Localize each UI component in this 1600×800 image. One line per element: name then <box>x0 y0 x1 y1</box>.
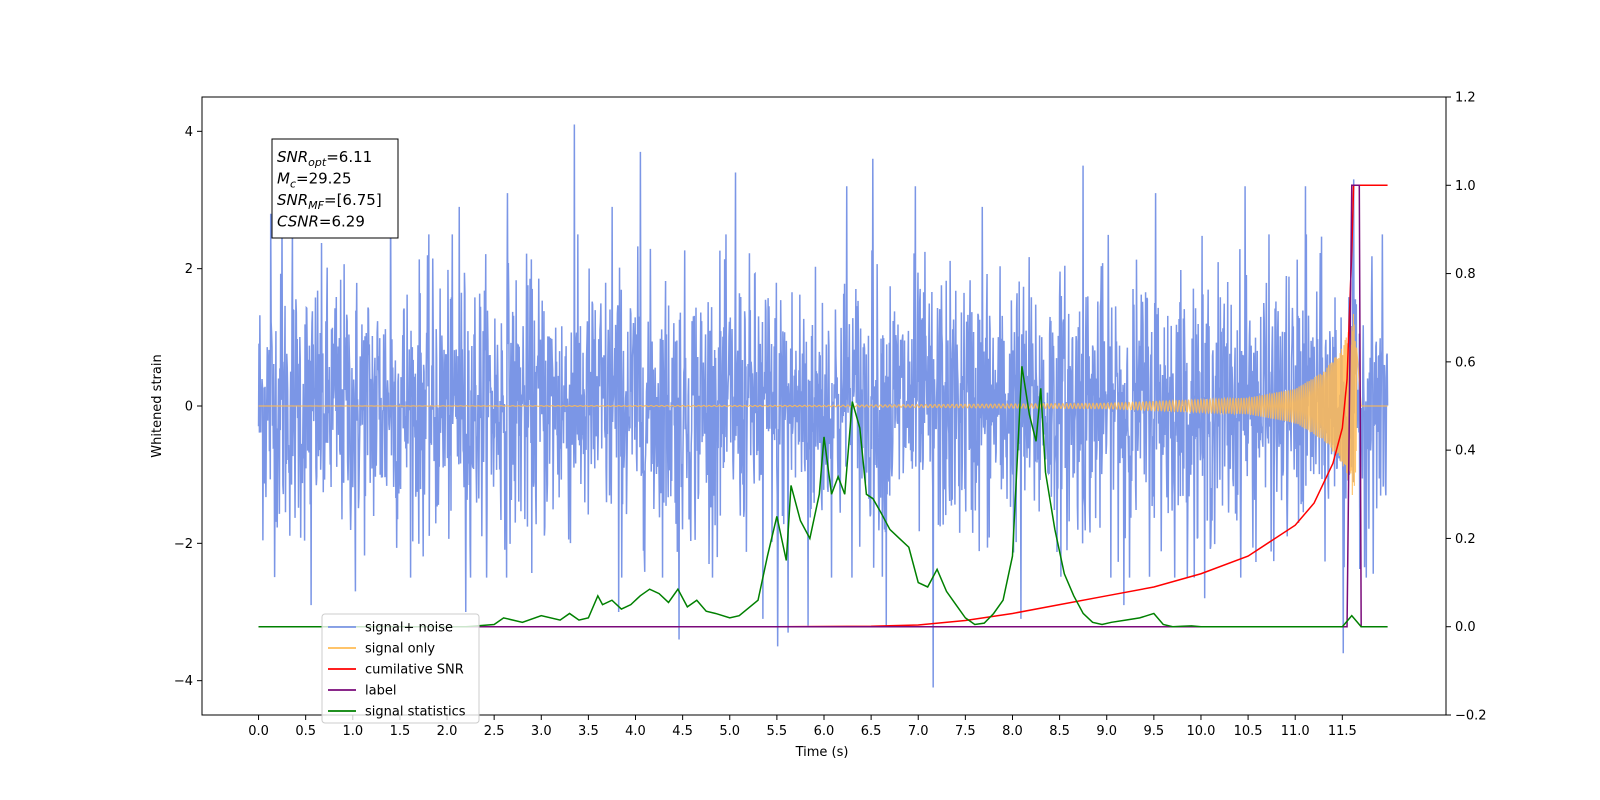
x-tick-label: 5.0 <box>719 724 740 739</box>
annotation-line: CSNR=6.29 <box>277 213 365 231</box>
annotation-symbol: SNR <box>277 148 308 166</box>
annotation-line: SNRopt=6.11 <box>277 148 372 169</box>
series-layer <box>257 124 1389 688</box>
annotation-line: SNRMF=[6.75] <box>277 191 382 212</box>
legend-frame <box>321 613 480 724</box>
x-tick-label: 11.5 <box>1328 724 1357 739</box>
x-tick-label: 1.0 <box>342 724 363 739</box>
y-tick-label-right: 0.0 <box>1455 620 1476 635</box>
legend-entry: cumilative SNR <box>365 663 464 678</box>
legend-entry: signal only <box>365 642 435 657</box>
series-signal-only <box>258 314 1388 495</box>
y-tick-label-right: 0.4 <box>1455 444 1476 459</box>
x-tick-label: 2.0 <box>437 724 458 739</box>
annotation-frame <box>271 138 399 239</box>
y-axis-right: −0.2 0.0 0.2 0.4 0.6 0.8 1.0 1.2 <box>1446 91 1487 724</box>
x-tick-label: 1.5 <box>390 724 411 739</box>
x-tick-label: 0.5 <box>295 724 316 739</box>
x-tick-label: 7.0 <box>908 724 929 739</box>
annotation-subscript: MF <box>308 199 324 212</box>
legend: signal+ noise signal only cumilative SNR la… <box>321 613 480 724</box>
y-tick-label-left: −2 <box>174 537 193 552</box>
x-tick-label: 0.0 <box>248 724 269 739</box>
y-axis-label: Whitened strain <box>150 354 165 457</box>
annotation-symbol: M <box>277 170 290 188</box>
y-axis-left: −4 −2 0 2 4 <box>174 125 202 689</box>
annotation-symbol: SNR <box>277 191 308 209</box>
x-tick-label: 8.0 <box>1002 724 1023 739</box>
x-tick-label: 4.0 <box>625 724 646 739</box>
y-tick-label-right: 1.0 <box>1455 179 1476 194</box>
legend-entry: label <box>365 684 396 699</box>
y-tick-label-right: 1.2 <box>1455 91 1476 106</box>
annotation-subscript: opt <box>308 156 327 169</box>
y-tick-label-left: 0 <box>185 400 193 415</box>
legend-entry: signal statistics <box>365 705 466 720</box>
annotation-symbol: CSNR <box>277 213 319 231</box>
y-tick-label-right: 0.2 <box>1455 532 1476 547</box>
x-tick-label: 11.0 <box>1281 724 1310 739</box>
x-axis-label: Time (s) <box>795 745 849 760</box>
annotation-value: =6.11 <box>326 148 372 166</box>
x-tick-label: 6.5 <box>861 724 882 739</box>
x-tick-label: 10.5 <box>1234 724 1263 739</box>
series-signal-plus-noise <box>257 124 1389 688</box>
annotation-value: =[6.75] <box>324 191 382 209</box>
x-tick-label: 3.0 <box>531 724 552 739</box>
legend-entry: signal+ noise <box>365 621 453 636</box>
y-tick-label-left: 4 <box>185 125 193 140</box>
y-tick-label-right: 0.8 <box>1455 267 1476 282</box>
annotation-value: =6.29 <box>319 213 365 231</box>
x-axis: 0.0 0.5 1.0 1.5 2.0 2.5 3.0 3.5 4.0 4.5 5.0 5.5 6.0 6… <box>248 715 1357 739</box>
y-tick-label-left: 2 <box>185 262 193 277</box>
annotation-line: Mc=29.25 <box>277 170 352 191</box>
annotation-value: =29.25 <box>296 170 352 188</box>
y-tick-label-left: −4 <box>174 674 193 689</box>
x-tick-label: 7.5 <box>955 724 976 739</box>
y-tick-label-right: 0.6 <box>1455 355 1476 370</box>
x-tick-label: 2.5 <box>484 724 505 739</box>
x-tick-label: 9.0 <box>1096 724 1117 739</box>
x-tick-label: 4.5 <box>672 724 693 739</box>
y-tick-label-right: −0.2 <box>1455 709 1487 724</box>
x-tick-label: 10.0 <box>1186 724 1215 739</box>
x-tick-label: 8.5 <box>1049 724 1070 739</box>
x-tick-label: 9.5 <box>1144 724 1165 739</box>
x-tick-label: 5.5 <box>767 724 788 739</box>
x-tick-label: 6.0 <box>814 724 835 739</box>
series-signal-statistics <box>258 366 1388 628</box>
annotation-subscript: c <box>290 178 296 191</box>
x-tick-label: 3.5 <box>578 724 599 739</box>
